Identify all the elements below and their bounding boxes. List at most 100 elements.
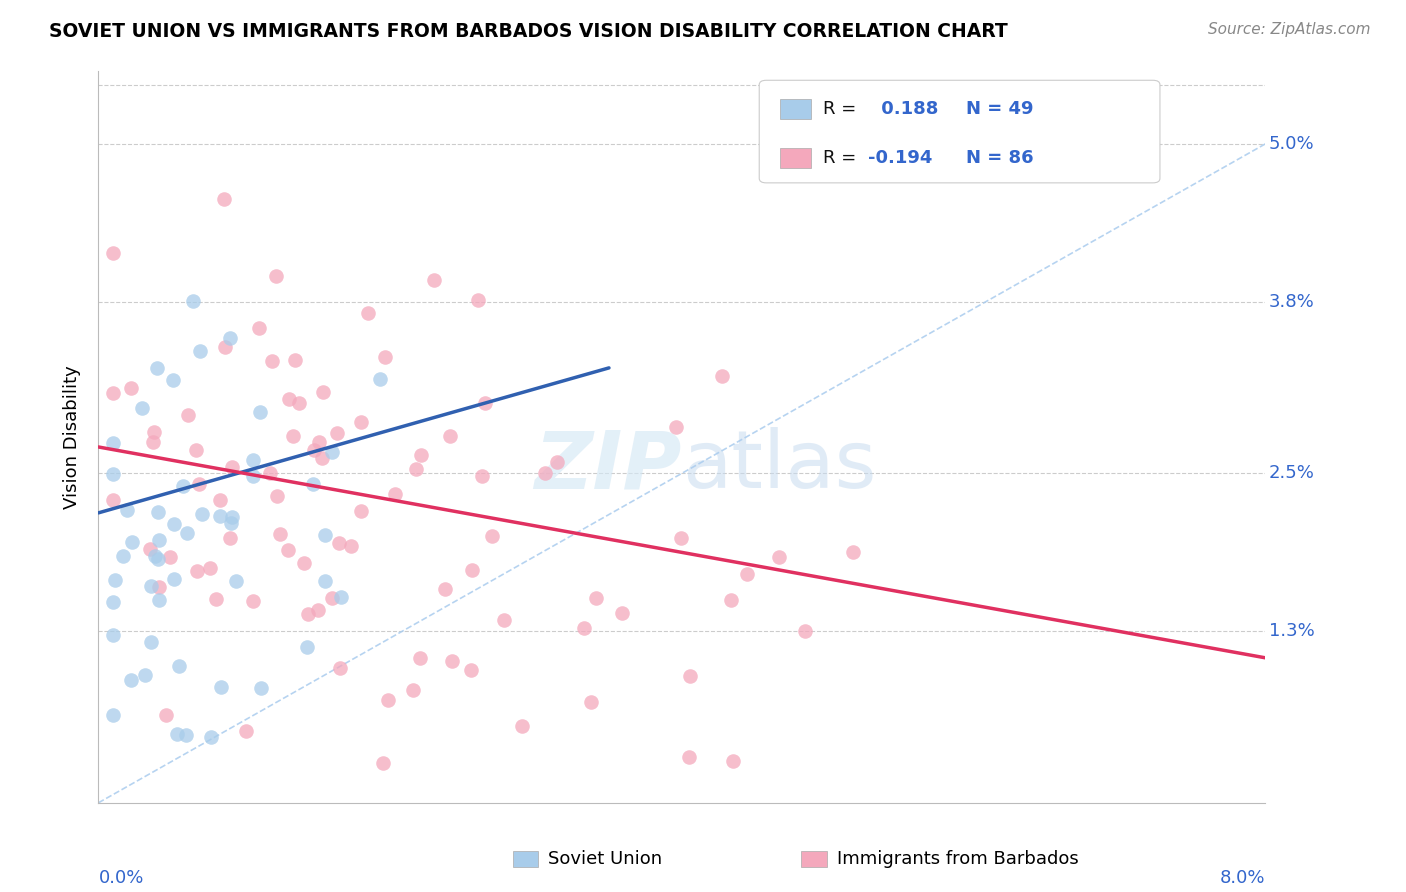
Point [225, 574, 247, 589]
Point [510, 719, 533, 733]
Point [112, 549, 135, 564]
Text: 1.3%: 1.3% [1268, 623, 1315, 640]
Point [247, 321, 270, 335]
Point [329, 661, 352, 675]
Point [120, 380, 142, 394]
Point [679, 669, 702, 683]
Point [167, 659, 190, 673]
Point [120, 673, 142, 688]
Point [101, 436, 124, 450]
Point [405, 462, 427, 476]
Point [242, 468, 264, 483]
Point [295, 640, 318, 654]
Point [842, 545, 865, 559]
Point [460, 563, 482, 577]
Point [321, 591, 343, 605]
Point [284, 352, 307, 367]
Text: Vision Disability: Vision Disability [63, 365, 82, 509]
Point [221, 459, 243, 474]
Point [174, 728, 197, 742]
Point [101, 385, 124, 400]
Point [325, 426, 347, 441]
Point [142, 435, 165, 450]
Point [166, 727, 188, 741]
Point [139, 579, 162, 593]
Point [219, 516, 242, 530]
Text: Soviet Union: Soviet Union [548, 850, 662, 868]
Point [101, 628, 124, 642]
Point [219, 532, 242, 546]
Point [373, 756, 395, 771]
Point [350, 416, 373, 430]
Point [121, 534, 143, 549]
Text: atlas: atlas [682, 427, 876, 506]
Text: R =: R = [823, 149, 856, 167]
Point [131, 401, 153, 415]
Text: 0.188: 0.188 [875, 100, 938, 118]
Point [190, 344, 212, 359]
Text: SOVIET UNION VS IMMIGRANTS FROM BARBADOS VISION DISABILITY CORRELATION CHART: SOVIET UNION VS IMMIGRANTS FROM BARBADOS… [49, 22, 1008, 41]
Point [187, 477, 209, 491]
Text: 0.0%: 0.0% [98, 869, 143, 887]
Point [384, 487, 406, 501]
Point [340, 539, 363, 553]
Point [262, 354, 284, 368]
Text: 5.0%: 5.0% [1268, 135, 1315, 153]
Point [329, 590, 352, 604]
Point [357, 306, 380, 320]
Point [579, 694, 602, 708]
Point [139, 634, 162, 648]
Point [678, 750, 700, 764]
Point [101, 708, 124, 723]
Text: R =: R = [823, 100, 856, 118]
Point [235, 723, 257, 738]
Point [142, 425, 165, 440]
Point [546, 455, 568, 469]
Point [143, 549, 166, 563]
Point [186, 564, 208, 578]
Point [377, 693, 399, 707]
Point [200, 730, 222, 744]
Point [534, 466, 557, 480]
Point [321, 445, 343, 459]
Point [277, 543, 299, 558]
Point [250, 681, 273, 695]
Point [409, 650, 432, 665]
Point [460, 663, 482, 677]
Point [572, 621, 595, 635]
Point [172, 479, 194, 493]
Point [209, 681, 232, 695]
Point [101, 493, 124, 508]
Point [794, 624, 817, 639]
Point [312, 385, 335, 400]
Point [585, 591, 607, 606]
Point [288, 396, 311, 410]
Point [242, 453, 264, 467]
Point [214, 340, 236, 354]
Point [311, 450, 333, 465]
Point [768, 550, 790, 565]
Point [283, 429, 305, 443]
Point [350, 504, 373, 518]
Point [134, 668, 156, 682]
Point [665, 420, 688, 434]
Point [163, 516, 186, 531]
Point [148, 533, 170, 548]
Point [467, 293, 489, 308]
Point [159, 549, 181, 564]
Point [176, 525, 198, 540]
Point [721, 754, 744, 768]
Point [146, 552, 169, 566]
Point [433, 582, 456, 596]
Point [277, 392, 299, 406]
Point [269, 527, 291, 541]
Point [304, 443, 326, 458]
Point [259, 467, 281, 481]
Point [669, 531, 692, 545]
Point [440, 654, 463, 668]
Text: 3.8%: 3.8% [1268, 293, 1315, 311]
Point [139, 541, 162, 556]
Point [208, 492, 231, 507]
Point [481, 528, 503, 542]
Point [186, 443, 208, 458]
